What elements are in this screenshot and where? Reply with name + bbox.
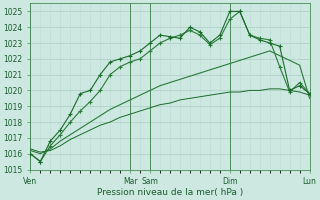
X-axis label: Pression niveau de la mer( hPa ): Pression niveau de la mer( hPa ) <box>97 188 243 197</box>
